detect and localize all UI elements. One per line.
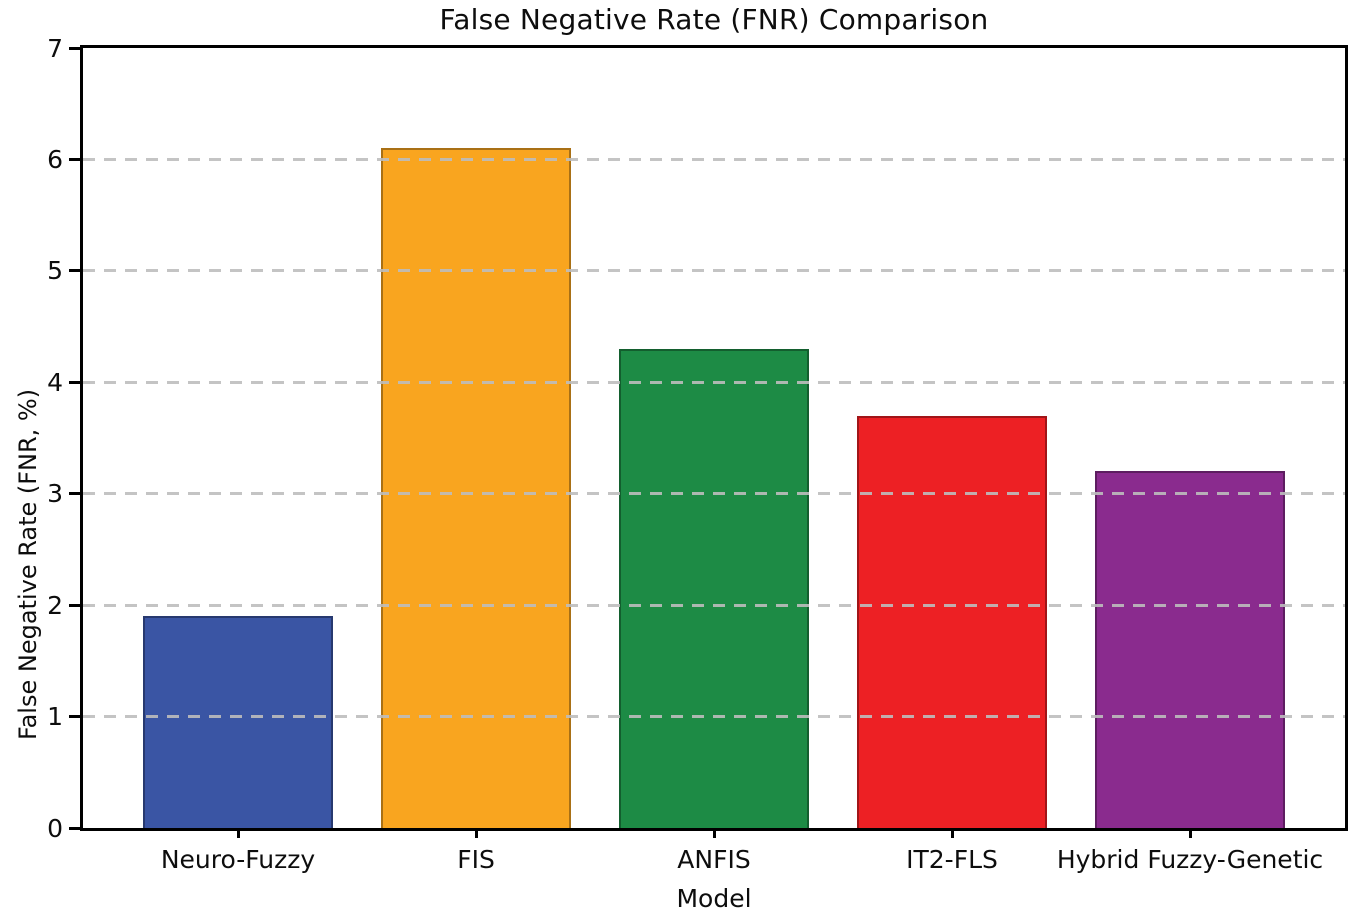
x-tick-mark [474,828,478,838]
y-tick-mark [69,269,80,273]
bar-slot [595,48,833,828]
x-tick-label: ANFIS [677,845,751,874]
y-tick-label: 4 [47,367,63,397]
x-tick-mark [236,828,240,838]
bar-ANFIS [618,348,810,828]
plot-area: 0 1 2 3 4 5 6 7 Neuro-Fuzzy FIS ANFIS IT2-FLS Hybrid… [47,36,1348,874]
bar-slot [833,48,1071,828]
y-tick-mark [69,715,80,719]
y-tick-mark [69,492,80,496]
bar-IT2-FLS [856,415,1048,828]
x-axis-label: Model [676,884,752,913]
y-tick-label: 7 [47,33,63,63]
y-tick-mark [69,826,80,830]
y-tick-label: 3 [47,479,63,509]
bars-layer [119,48,1309,828]
y-tick-mark [69,380,80,384]
x-tick-label: IT2-FLS [906,845,998,874]
y-tick-label: 5 [47,256,63,286]
y-tick-label: 1 [47,702,63,732]
x-tick-mark [950,828,954,838]
bar-slot [1071,48,1309,828]
y-tick-label: 0 [47,813,63,843]
chart-title: False Negative Rate (FNR) Comparison [439,3,989,36]
y-tick-label: 2 [47,590,63,620]
bar-Hybrid Fuzzy-Genetic [1094,471,1286,828]
x-tick-label: Neuro-Fuzzy [160,845,316,874]
y-tick-mark [69,157,80,161]
x-tick-mark [712,828,716,838]
bar-slot [357,48,595,828]
bar-Neuro-Fuzzy [142,616,334,828]
y-tick-mark [69,46,80,50]
x-tick-mark [1188,828,1192,838]
bar-FIS [380,148,572,828]
bar-slot [119,48,357,828]
x-tick-label: FIS [457,845,495,874]
y-tick-mark [69,603,80,607]
x-tick-label: Hybrid Fuzzy-Genetic [1056,845,1324,874]
y-tick-label: 6 [47,144,63,174]
